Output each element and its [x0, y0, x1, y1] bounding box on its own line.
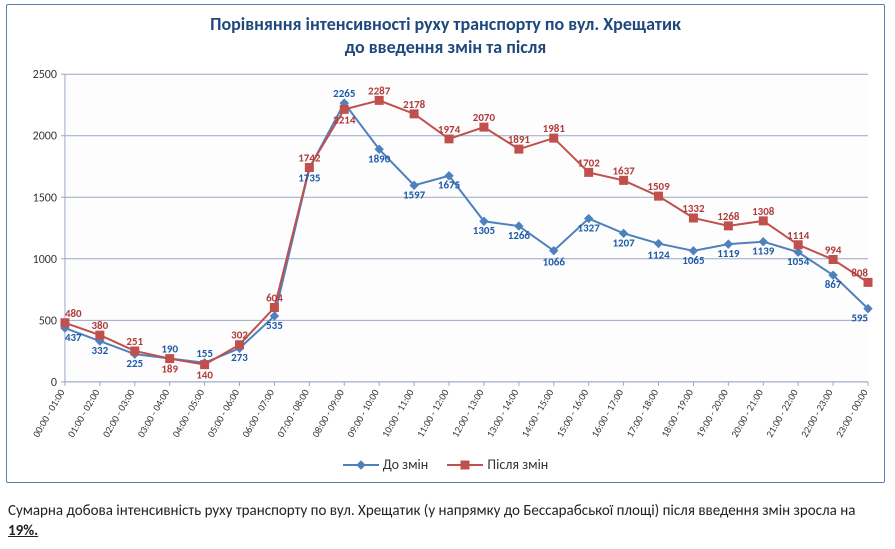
svg-text:15:00 - 16:00: 15:00 - 16:00: [553, 387, 591, 440]
svg-text:1054: 1054: [787, 255, 810, 268]
svg-text:1266: 1266: [508, 229, 531, 242]
svg-text:251: 251: [126, 335, 143, 348]
svg-text:05:00 - 06:00: 05:00 - 06:00: [204, 387, 242, 440]
legend-item-before: До змін: [343, 456, 429, 473]
svg-text:595: 595: [851, 312, 868, 325]
svg-text:1066: 1066: [543, 256, 566, 269]
svg-text:16:00 - 17:00: 16:00 - 17:00: [588, 387, 626, 440]
svg-text:1500: 1500: [33, 191, 57, 205]
svg-text:867: 867: [825, 278, 842, 291]
svg-text:1327: 1327: [578, 222, 601, 235]
legend-item-after: Після змін: [447, 456, 548, 473]
svg-text:2178: 2178: [403, 98, 426, 111]
svg-text:500: 500: [39, 314, 57, 328]
svg-text:480: 480: [65, 307, 82, 320]
legend-marker-after: [447, 458, 483, 472]
svg-text:2265: 2265: [333, 87, 355, 100]
caption-text: Сумарна добова інтенсивність руху трансп…: [8, 502, 855, 520]
svg-text:11:00 - 12:00: 11:00 - 12:00: [414, 387, 452, 440]
svg-text:14:00 - 15:00: 14:00 - 15:00: [518, 387, 556, 440]
svg-text:140: 140: [196, 369, 213, 382]
svg-text:273: 273: [231, 351, 248, 364]
svg-text:332: 332: [92, 344, 109, 357]
svg-text:437: 437: [65, 331, 82, 344]
svg-text:10:00 - 11:00: 10:00 - 11:00: [379, 387, 417, 440]
line-chart: 0500100015002000250000:00 - 01:0001:00 -…: [11, 64, 880, 454]
svg-text:18:00 - 19:00: 18:00 - 19:00: [658, 387, 696, 440]
svg-text:808: 808: [851, 266, 868, 279]
svg-text:13:00 - 14:00: 13:00 - 14:00: [484, 387, 522, 440]
svg-text:1637: 1637: [612, 164, 635, 177]
svg-text:04:00 - 05:00: 04:00 - 05:00: [169, 387, 207, 440]
svg-text:2287: 2287: [368, 84, 391, 97]
svg-text:155: 155: [196, 347, 213, 360]
svg-text:1597: 1597: [403, 188, 426, 201]
svg-text:190: 190: [161, 342, 178, 355]
svg-text:23:00 - 00:00: 23:00 - 00:00: [833, 387, 871, 440]
svg-text:994: 994: [825, 244, 842, 257]
svg-text:1119: 1119: [717, 247, 740, 260]
svg-text:08:00 - 09:00: 08:00 - 09:00: [309, 387, 347, 440]
svg-text:604: 604: [266, 292, 283, 305]
svg-text:1207: 1207: [612, 236, 635, 249]
chart-title: Порівняння інтенсивності руху транспорту…: [7, 5, 884, 62]
svg-text:1308: 1308: [752, 205, 775, 218]
svg-text:22:00 - 23:00: 22:00 - 23:00: [798, 387, 836, 440]
svg-text:1268: 1268: [717, 210, 740, 223]
legend: До змін Після змін: [7, 454, 884, 482]
svg-text:1332: 1332: [682, 202, 705, 215]
svg-text:1702: 1702: [578, 156, 601, 169]
svg-text:2500: 2500: [33, 68, 57, 82]
svg-text:1000: 1000: [33, 253, 57, 267]
svg-text:1981: 1981: [543, 122, 566, 135]
svg-text:1124: 1124: [647, 249, 670, 262]
svg-text:1509: 1509: [647, 180, 670, 193]
svg-text:225: 225: [126, 357, 143, 370]
svg-text:189: 189: [161, 363, 178, 376]
plot-area: 0500100015002000250000:00 - 01:0001:00 -…: [11, 64, 880, 454]
svg-text:21:00 - 22:00: 21:00 - 22:00: [763, 387, 801, 440]
svg-text:1742: 1742: [298, 151, 321, 164]
svg-text:2000: 2000: [33, 130, 57, 144]
svg-text:1890: 1890: [368, 152, 391, 165]
svg-text:1065: 1065: [682, 254, 704, 267]
svg-text:19:00 - 20:00: 19:00 - 20:00: [693, 387, 731, 440]
svg-text:20:00 - 21:00: 20:00 - 21:00: [728, 387, 766, 440]
svg-text:01:00 - 02:00: 01:00 - 02:00: [65, 387, 103, 440]
svg-text:2214: 2214: [333, 113, 356, 126]
svg-text:2070: 2070: [473, 111, 496, 124]
legend-marker-before: [343, 458, 379, 472]
svg-text:1139: 1139: [752, 245, 775, 258]
legend-label-after: Після змін: [487, 456, 548, 473]
svg-text:1305: 1305: [473, 224, 495, 237]
svg-text:1675: 1675: [438, 179, 460, 192]
svg-text:12:00 - 13:00: 12:00 - 13:00: [449, 387, 487, 440]
svg-text:06:00 - 07:00: 06:00 - 07:00: [239, 387, 277, 440]
svg-text:02:00 - 03:00: 02:00 - 03:00: [99, 387, 137, 440]
chart-title-line1: Порівняння інтенсивності руху транспорту…: [210, 13, 681, 35]
svg-text:302: 302: [231, 329, 248, 342]
svg-text:09:00 - 10:00: 09:00 - 10:00: [344, 387, 382, 440]
caption-emph: 19%.: [8, 522, 38, 540]
svg-text:1735: 1735: [298, 171, 320, 184]
svg-text:1974: 1974: [438, 123, 461, 136]
svg-text:380: 380: [92, 319, 109, 332]
chart-title-line2: до введення змін та після: [345, 36, 547, 58]
svg-text:07:00 - 08:00: 07:00 - 08:00: [274, 387, 312, 440]
svg-text:1114: 1114: [787, 229, 810, 242]
svg-text:03:00 - 04:00: 03:00 - 04:00: [134, 387, 172, 440]
svg-text:00:00 - 01:00: 00:00 - 01:00: [30, 387, 68, 440]
svg-text:17:00 - 18:00: 17:00 - 18:00: [623, 387, 661, 440]
chart-container: Порівняння інтенсивності руху транспорту…: [6, 4, 885, 483]
caption: Сумарна добова інтенсивність руху трансп…: [8, 502, 887, 541]
legend-label-before: До змін: [383, 456, 429, 473]
svg-text:1891: 1891: [508, 133, 531, 146]
svg-text:535: 535: [266, 319, 283, 332]
